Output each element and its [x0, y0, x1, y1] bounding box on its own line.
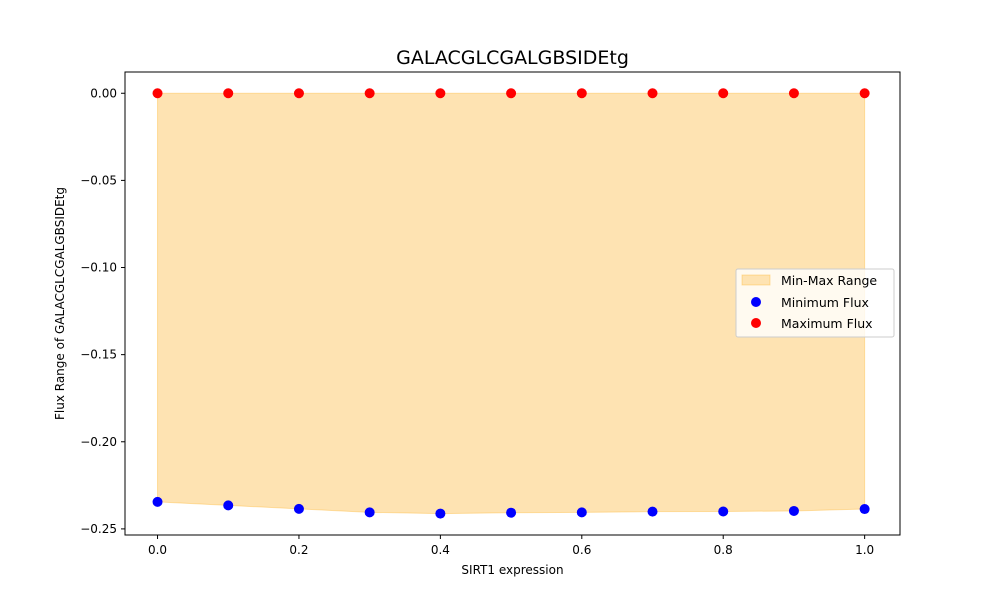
legend-swatch-min-max-range	[741, 274, 771, 286]
x-tick-label: 1.0	[855, 543, 874, 557]
chart-title: GALACGLCGALGBSIDEtg	[396, 47, 629, 69]
legend-marker-minimum-flux	[751, 297, 761, 307]
maximum-flux-point	[647, 88, 658, 99]
maximum-flux-point	[152, 88, 163, 99]
maximum-flux-point	[293, 88, 304, 99]
maximum-flux-point	[576, 88, 587, 99]
x-tick-label: 0.4	[431, 543, 450, 557]
minimum-flux-point	[435, 508, 446, 519]
maximum-flux-point	[859, 88, 870, 99]
maximum-flux-point	[506, 88, 517, 99]
maximum-flux-point	[435, 88, 446, 99]
axes-frame	[124, 71, 901, 536]
x-axis-ticks: 0.0 0.2 0.4 0.6 0.8 1.0	[148, 535, 874, 557]
minimum-flux-point	[506, 507, 517, 518]
minimum-flux-point	[293, 503, 304, 514]
x-tick-label: 0.0	[148, 543, 167, 557]
x-tick-label: 0.6	[572, 543, 591, 557]
minimum-flux-point	[223, 500, 234, 511]
y-tick-label: 0.00	[90, 86, 117, 100]
minimum-flux-point	[152, 496, 163, 507]
legend-label-min-max-range: Min-Max Range	[781, 273, 877, 288]
maximum-flux-point	[364, 88, 375, 99]
x-tick-label: 0.8	[714, 543, 733, 557]
points-layer	[152, 88, 870, 519]
y-axis-label: Flux Range of GALACGLCGALGBSIDEtg	[53, 187, 67, 420]
y-axis-ticks: 0.00 −0.05 −0.10 −0.15 −0.20 −0.25	[80, 86, 125, 536]
legend: Min-Max Range Minimum Flux Maximum Flux	[735, 268, 895, 338]
y-tick-label: −0.15	[80, 348, 117, 362]
maximum-flux-point	[223, 88, 234, 99]
maximum-flux-point	[718, 88, 729, 99]
y-tick-label: −0.25	[80, 522, 117, 536]
minimum-flux-point	[647, 506, 658, 517]
legend-box	[735, 268, 895, 338]
x-axis-label: SIRT1 expression	[461, 563, 563, 577]
minimum-flux-point	[364, 507, 375, 518]
minimum-flux-point	[788, 505, 799, 516]
y-tick-label: −0.10	[80, 261, 117, 275]
legend-marker-maximum-flux	[751, 318, 761, 328]
legend-label-minimum-flux: Minimum Flux	[781, 295, 869, 310]
x-tick-label: 0.2	[289, 543, 308, 557]
plot-area: 0.0 0.2 0.4 0.6 0.8 1.0 0.00 −0.05 −0.10 −0.15 −0…	[80, 71, 901, 557]
maximum-flux-point	[788, 88, 799, 99]
minimum-flux-point	[718, 506, 729, 517]
y-tick-label: −0.05	[80, 173, 117, 187]
minimum-flux-point	[576, 507, 587, 518]
minimum-flux-point	[859, 504, 870, 515]
legend-label-maximum-flux: Maximum Flux	[781, 316, 873, 331]
y-tick-label: −0.20	[80, 435, 117, 449]
